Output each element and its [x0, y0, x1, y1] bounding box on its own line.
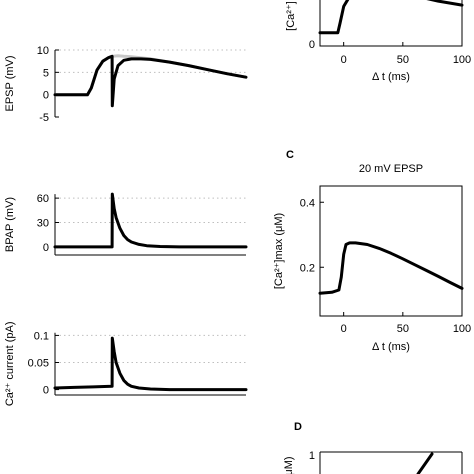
bpap-series-0 — [53, 192, 248, 249]
panel-c-frame — [319, 185, 463, 317]
panel-c-x-tick-label: 100 — [453, 323, 471, 335]
panel-b-y-label: [Ca²⁺] — [285, 1, 297, 31]
epsp-y-label: EPSP (mV) — [4, 55, 16, 111]
bpap-y-tick-label: 60 — [37, 193, 49, 205]
panel-b-series-0 — [318, 0, 464, 35]
panel-c-label: C — [286, 149, 294, 161]
epsp-series-0 — [55, 54, 247, 97]
panel-c: C 20 mV EPSP 0 50 100 0.2 0.4 Δ t (ms) [Ca²⁺]max… — [273, 149, 471, 353]
bpap-y-label: BPAP (mV) — [4, 197, 16, 252]
panel-c-y-label: [Ca²⁺]max (μM) — [273, 213, 285, 289]
panel-b-x-tick-label: 0 — [341, 54, 347, 66]
panel-c-y-tick-label: 0.2 — [300, 262, 315, 274]
panel-d-label: D — [294, 421, 302, 433]
panel-b-x-tick-label: 50 — [397, 54, 409, 66]
panel-c-title: 20 mV EPSP — [359, 163, 423, 175]
panel-c-x-tick-label: 50 — [397, 323, 409, 335]
panel-c-x-tick-label: 0 — [341, 323, 347, 335]
panel-b: 0 50 100 0 Δ t (ms) [Ca²⁺] — [285, 0, 471, 83]
panel-b-frame — [319, 0, 463, 47]
bpap-y-tick-label: 30 — [37, 218, 49, 230]
ca-current-series-0 — [53, 336, 248, 392]
epsp-y-tick-label: 5 — [43, 67, 49, 79]
epsp-y-tick-label: -5 — [39, 112, 49, 124]
panel-d-y-label: μM) — [283, 456, 295, 474]
ca-current-y-tick-label: 0.05 — [28, 358, 49, 370]
panel-b-x-label: Δ t (ms) — [372, 71, 410, 83]
epsp-y-tick-label: 0 — [43, 90, 49, 102]
epsp-panel: -5 0 5 10 EPSP (mV) — [4, 45, 248, 124]
ca-current-y-tick-label: 0.1 — [34, 330, 49, 342]
epsp-series-1 — [53, 54, 248, 108]
ca-current-panel: 0 0.05 0.1 Ca²⁺ current (pA) — [4, 322, 248, 407]
ca-current-y-tick-label: 0 — [43, 385, 49, 397]
panel-c-y-tick-label: 0.4 — [300, 197, 315, 209]
ca-current-y-label: Ca²⁺ current (pA) — [4, 322, 16, 407]
panel-c-x-label: Δ t (ms) — [372, 341, 410, 353]
panel-c-series-0 — [318, 241, 464, 295]
epsp-y-tick-label: 10 — [37, 45, 49, 57]
panel-b-y-tick-label: 0 — [309, 39, 315, 51]
bpap-panel: 0 30 60 BPAP (mV) — [4, 192, 248, 256]
panel-d: D 1 μM) — [283, 421, 463, 474]
panel-b-x-tick-label: 100 — [453, 54, 471, 66]
bpap-y-tick-label: 0 — [43, 242, 49, 254]
panel-d-series-0 — [416, 452, 434, 474]
panel-d-y-tick-label: 1 — [309, 450, 315, 462]
